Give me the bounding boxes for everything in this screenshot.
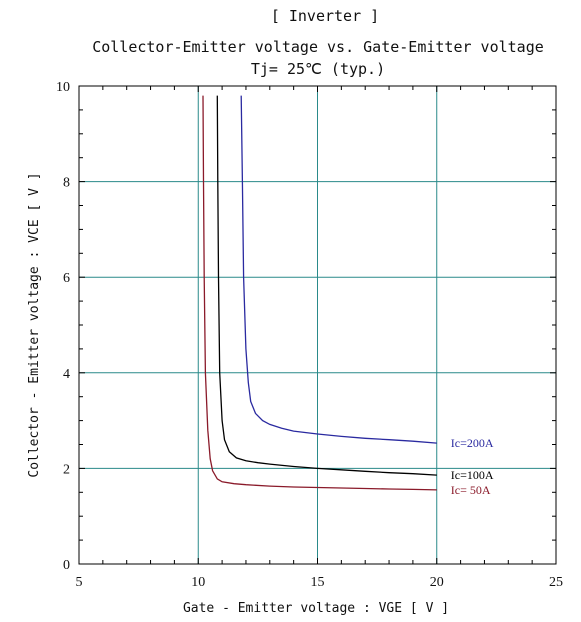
y-tick-label: 0 <box>63 558 70 573</box>
x-tick-label: 15 <box>311 575 325 590</box>
axis-ticks: 5 10 15 20 25 0 2 4 6 8 10 <box>56 80 563 590</box>
x-tick-label: 10 <box>191 575 205 590</box>
x-tick-label: 25 <box>549 575 563 590</box>
curve-ic-100a <box>216 95 437 476</box>
curves <box>202 95 437 491</box>
x-axis-label: Gate - Emitter voltage : VGE [ V ] <box>183 601 449 616</box>
curve-label-ic-100a: Ic=100A <box>451 468 494 482</box>
y-tick-label: 4 <box>63 367 70 382</box>
y-axis-label: Collector - Emitter voltage : VCE [ V ] <box>27 172 42 477</box>
curve-label-ic-200a: Ic=200A <box>451 436 494 450</box>
curve-ic-200a <box>240 95 437 444</box>
curve-label-ic-50a: Ic= 50A <box>451 483 491 497</box>
x-tick-label: 5 <box>76 575 83 590</box>
y-tick-label: 6 <box>63 271 70 286</box>
chart-title: [ Inverter ] <box>271 7 379 25</box>
chart-subtitle-2: Tj= 25℃ (typ.) <box>251 60 385 78</box>
curve-ic-50a <box>202 95 437 491</box>
x-tick-label: 20 <box>430 575 444 590</box>
y-tick-label: 2 <box>63 462 70 477</box>
chart-subtitle-1: Collector-Emitter voltage vs. Gate-Emitt… <box>92 38 544 56</box>
y-tick-label: 10 <box>56 80 70 95</box>
grid-lines <box>79 86 556 564</box>
y-tick-label: 8 <box>63 176 70 191</box>
